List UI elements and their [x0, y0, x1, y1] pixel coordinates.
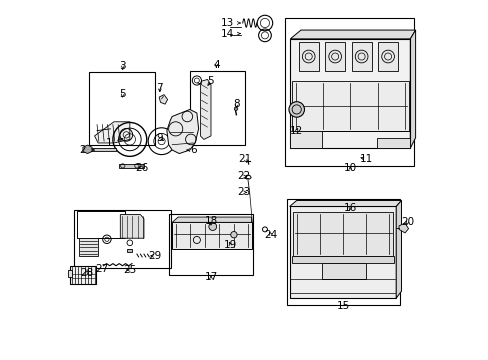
Text: 21: 21 [238, 154, 251, 164]
Text: 2: 2 [80, 145, 94, 155]
Polygon shape [325, 42, 345, 71]
Polygon shape [395, 201, 401, 298]
Text: 22: 22 [236, 171, 249, 181]
Text: 24: 24 [264, 230, 277, 240]
Circle shape [288, 102, 304, 117]
Polygon shape [398, 223, 407, 233]
Text: 16: 16 [343, 203, 356, 212]
Polygon shape [200, 80, 210, 139]
Polygon shape [290, 39, 409, 148]
Circle shape [234, 107, 237, 111]
Polygon shape [94, 122, 130, 143]
Polygon shape [290, 131, 322, 148]
Bar [74, 210, 171, 268]
Polygon shape [83, 145, 92, 154]
Polygon shape [289, 201, 401, 207]
Polygon shape [291, 256, 394, 263]
Text: 10: 10 [343, 163, 356, 173]
Polygon shape [120, 215, 143, 238]
Bar [189, 71, 244, 145]
Polygon shape [377, 42, 397, 71]
Circle shape [230, 231, 237, 238]
Polygon shape [291, 81, 407, 131]
Text: 29: 29 [147, 251, 161, 261]
Text: 26: 26 [135, 163, 148, 173]
Polygon shape [298, 42, 318, 71]
Text: 3: 3 [119, 62, 126, 71]
Circle shape [208, 223, 216, 230]
Polygon shape [409, 30, 415, 148]
Text: 11: 11 [359, 154, 372, 164]
Polygon shape [127, 249, 132, 252]
Bar [77, 211, 124, 238]
Bar [286, 199, 399, 305]
Bar [70, 266, 96, 284]
Text: 17: 17 [204, 272, 217, 282]
Text: 20: 20 [400, 217, 413, 227]
Text: 23: 23 [236, 187, 249, 197]
Text: 28: 28 [80, 269, 93, 279]
Text: 25: 25 [123, 265, 136, 275]
Bar [68, 270, 72, 277]
Bar [285, 18, 413, 166]
Polygon shape [166, 109, 198, 154]
Polygon shape [351, 42, 371, 71]
Polygon shape [289, 207, 395, 298]
Text: 14: 14 [221, 28, 240, 39]
Polygon shape [84, 148, 116, 151]
Text: 4: 4 [213, 60, 219, 69]
Text: 7: 7 [156, 82, 163, 93]
Polygon shape [293, 212, 392, 256]
Text: 5: 5 [207, 76, 214, 86]
Polygon shape [119, 164, 143, 168]
Bar [168, 213, 253, 275]
Polygon shape [376, 138, 409, 148]
Text: 8: 8 [233, 99, 240, 109]
Text: 12: 12 [289, 126, 303, 136]
Polygon shape [290, 30, 415, 39]
Text: 13: 13 [221, 18, 240, 28]
Polygon shape [79, 238, 98, 256]
Bar [88, 72, 155, 145]
Polygon shape [172, 222, 251, 249]
Polygon shape [322, 263, 366, 279]
Text: 5: 5 [119, 89, 126, 99]
Polygon shape [172, 217, 251, 222]
Text: 6: 6 [186, 145, 196, 155]
Text: 15: 15 [336, 301, 349, 311]
Text: 9: 9 [156, 133, 163, 143]
Text: 18: 18 [204, 216, 217, 226]
Text: 1: 1 [105, 138, 122, 148]
Text: 27: 27 [95, 264, 108, 274]
Text: 19: 19 [224, 240, 237, 250]
Polygon shape [159, 95, 167, 104]
